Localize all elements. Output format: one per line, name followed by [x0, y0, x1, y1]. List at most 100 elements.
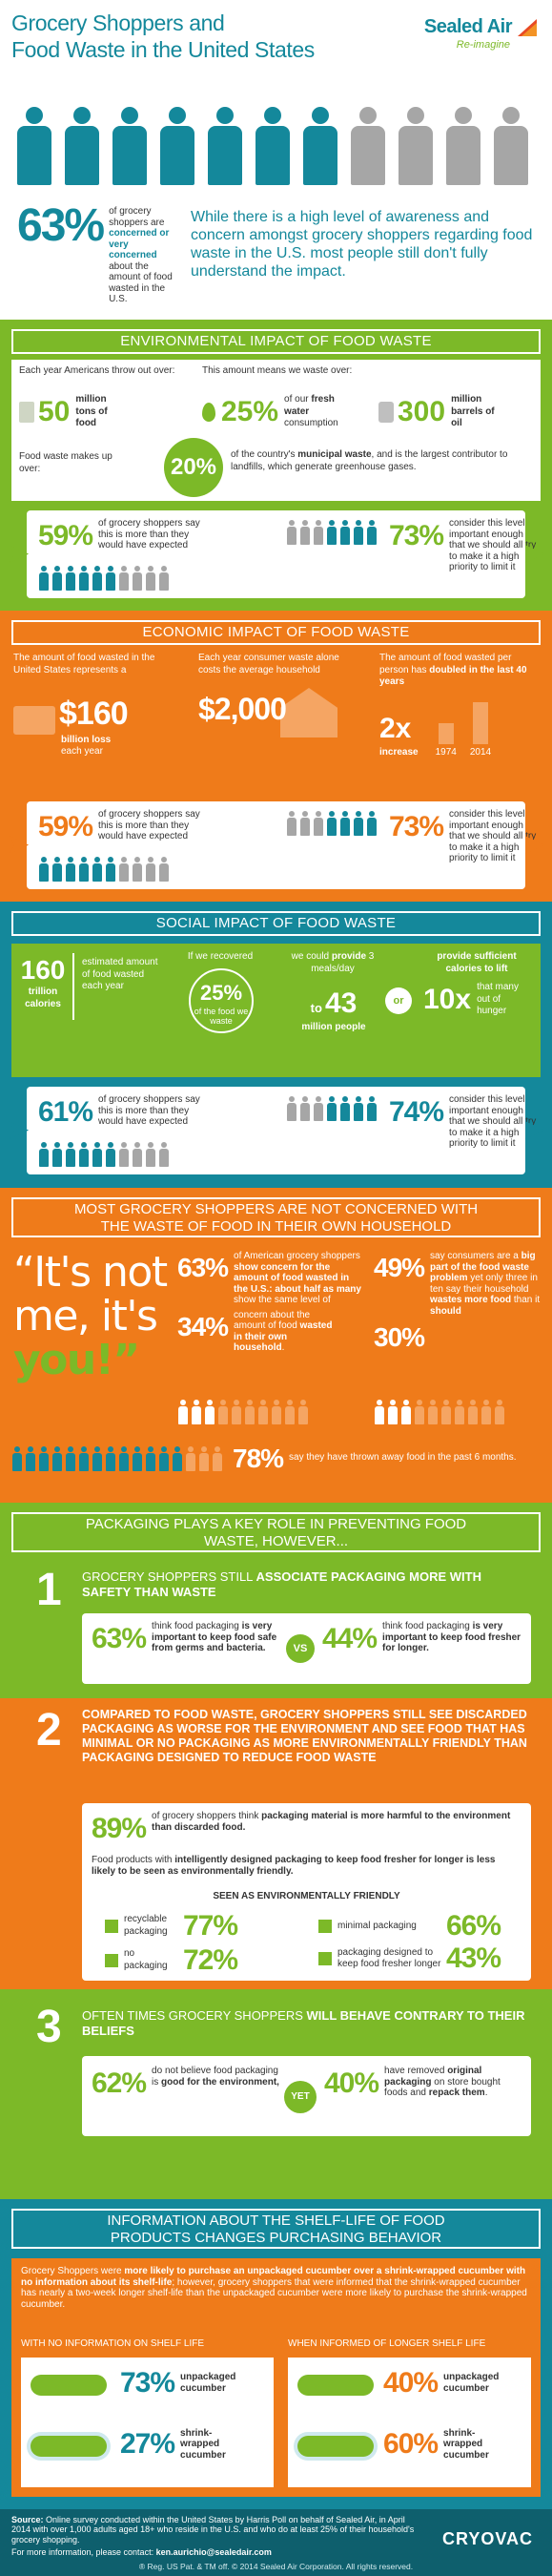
household-section: MOST GROCERY SHOPPERS ARE NOT CONCERNED … [0, 1188, 552, 1503]
point-3-card: 62% do not believe food packaging is goo… [82, 2056, 531, 2136]
intro-pct: 63% [17, 200, 105, 251]
env-stat-2: 73% consider this level important enough… [389, 518, 537, 572]
right-heading: WHEN INFORMED OF LONGER SHELF LIFE [288, 2338, 486, 2349]
person-icon [442, 107, 484, 185]
cucumber-icon [297, 2375, 374, 2396]
arrow-right-icon: ➤ [521, 1114, 546, 1146]
intro-stat: 63% of grocery shoppers are concerned or… [17, 202, 189, 305]
env-facts: Each year Americans throw out over: This… [11, 360, 541, 501]
household-title: MOST GROCERY SHOPPERS ARE NOT CONCERNED … [11, 1197, 541, 1237]
waste-text: of the country's municipal waste, and is… [231, 449, 508, 472]
recover-text: If we recovered [187, 951, 254, 962]
shelf-title: INFORMATION ABOUT THE SHELF-LIFE OF FOOD… [11, 2209, 541, 2249]
person-icon [61, 107, 103, 185]
p3-stat-1: 62% do not believe food packaging is goo… [92, 2066, 279, 2099]
social-people-1 [38, 1142, 172, 1167]
cucumber-wrapped-icon [31, 2436, 107, 2457]
econ-opinion-card: ➤ 59% of grocery shoppers say this is mo… [6, 801, 546, 889]
friendly-item-3: no packaging 72% [105, 1942, 238, 1979]
trash-icon [19, 401, 34, 423]
recycle-icon [105, 1919, 118, 1933]
water-stat: 25% of our fresh water consumption [202, 394, 358, 430]
footer: Source: Online survey conducted within t… [0, 2509, 552, 2576]
source-text: Source: Online survey conducted within t… [11, 2515, 415, 2545]
thrown-people [11, 1445, 225, 1471]
econ-stat-2: 73% consider this level important enough… [389, 809, 537, 863]
calories-text: estimated amount of food wasted each yea… [82, 957, 158, 991]
econ-people-2 [286, 811, 379, 836]
p1-stat-1: 63% think food packaging is very importa… [92, 1621, 277, 1654]
intro-statement: While there is a high level of awareness… [191, 209, 533, 280]
page-title: Grocery Shoppers and Food Waste in the U… [11, 10, 315, 63]
provide-text: we could provide 3 meals/day [291, 951, 375, 974]
intro-section: 63% of grocery shoppers are concerned or… [0, 95, 552, 320]
arrow-right-icon: ➤ [521, 538, 546, 570]
left-heading: WITH NO INFORMATION ON SHELF LIFE [21, 2338, 205, 2349]
intro-text: of grocery shoppers are concerned or ver… [109, 206, 173, 304]
point-3-heading: OFTEN TIMES GROCERY SHOPPERS WILL BEHAVE… [82, 2008, 525, 2038]
person-icon [109, 107, 151, 185]
econ-stat-1: 59% of grocery shoppers say this is more… [38, 809, 200, 842]
point-1-card: 63% think food packaging is very importa… [82, 1613, 531, 1684]
household-people-right [374, 1400, 507, 1424]
social-stat-1: 61% of grocery shoppers say this is more… [38, 1094, 200, 1128]
econ-title: ECONOMIC IMPACT OF FOOD WASTE [11, 620, 541, 645]
calories-stat: 160 trillion calories [20, 955, 66, 1009]
bar-2014 [472, 701, 488, 744]
env-stat-1: 59% of grocery shoppers say this is more… [38, 518, 200, 551]
social-people-2 [286, 1096, 379, 1121]
waste-pct-circle: 20% [164, 438, 223, 497]
oil-stat: 300 million barrels of oil [378, 394, 499, 430]
shelf-body: Grocery Shoppers were more likely to pur… [21, 2266, 527, 2310]
title-line-1: Grocery Shoppers and [11, 10, 225, 35]
env-people-1 [38, 566, 172, 591]
social-title: SOCIAL IMPACT OF FOOD WASTE [11, 911, 541, 936]
cucumber-icon [31, 2375, 107, 2396]
people-row [13, 107, 538, 190]
logo-triangle-icon [518, 18, 537, 36]
copyright: ® Reg. US Pat. & TM off. © 2014 Sealed A… [138, 2562, 414, 2571]
bar-1974 [438, 722, 454, 744]
econ-col-1: The amount of food wasted in the United … [13, 653, 155, 757]
recover-circle: 25% of the food we waste [189, 968, 254, 1033]
friendly-item-1: recyclable packaging 77% [105, 1908, 238, 1944]
cryovac-logo: CRYOVAC [441, 2529, 533, 2548]
p2-stat: 89% of grocery shoppers think packaging … [92, 1811, 511, 1844]
p3-stat-2: 40% have removed original packaging on s… [324, 2066, 501, 2099]
sealed-air-logo: Sealed Air Re-imagine [424, 15, 539, 52]
people-stat: to 43 million people [301, 987, 366, 1032]
yet-badge: YET [284, 2081, 317, 2113]
point-2-heading: COMPARED TO FOOD WASTE, GROCERY SHOPPERS… [82, 1708, 527, 1764]
contact-text: For more information, please contact: ke… [11, 2547, 272, 2557]
calories-divider [72, 953, 74, 1020]
ten-x-stat: 10x that many out of hunger [423, 982, 519, 1016]
logo-text: Sealed Air [423, 16, 513, 37]
p2-smart-text: Food products with intelligently designe… [92, 1855, 496, 1877]
seen-as-heading: SEEN AS ENVIRONMENTALLY FRIENDLY [213, 1891, 400, 1901]
arrow-right-icon: ➤ [521, 829, 546, 861]
house-icon [280, 688, 337, 737]
person-icon [204, 107, 246, 185]
tons-stat: 50 million tons of food [19, 394, 129, 430]
shelf-life-section: INFORMATION ABOUT THE SHELF-LIFE OF FOOD… [0, 2199, 552, 2509]
env-title: ENVIRONMENTAL IMPACT OF FOOD WASTE [11, 329, 541, 354]
shelf-card: Grocery Shoppers were more likely to pur… [11, 2258, 541, 2497]
econ-col-3: The amount of food wasted per person has… [379, 653, 527, 758]
header: Grocery Shoppers and Food Waste in the U… [0, 0, 552, 95]
point-3-number: 3 [36, 2002, 62, 2052]
calories-lift-text: provide sufficient calories to lift [437, 951, 517, 974]
household-quote: “It's not me, it's you!” [13, 1248, 168, 1384]
social-stat-2: 74% consider this level important enough… [389, 1094, 537, 1149]
p1-stat-2: 44% think food packaging is very importa… [322, 1621, 521, 1654]
or-badge: or [385, 987, 412, 1014]
econ-col-2: Each year consumer waste alone costs the… [198, 653, 351, 737]
environmental-section: ENVIRONMENTAL IMPACT OF FOOD WASTE Each … [0, 320, 552, 611]
no-package-icon [105, 1953, 118, 1967]
means-label: This amount means we waste over: [202, 365, 353, 376]
point-2-number: 2 [36, 1705, 62, 1755]
person-icon [490, 107, 532, 185]
right-cucumbers: 40% unpackaged cucumber 60% shrink-wrapp… [288, 2358, 531, 2487]
cucumber-wrapped-icon [297, 2436, 374, 2457]
person-icon [252, 107, 294, 185]
